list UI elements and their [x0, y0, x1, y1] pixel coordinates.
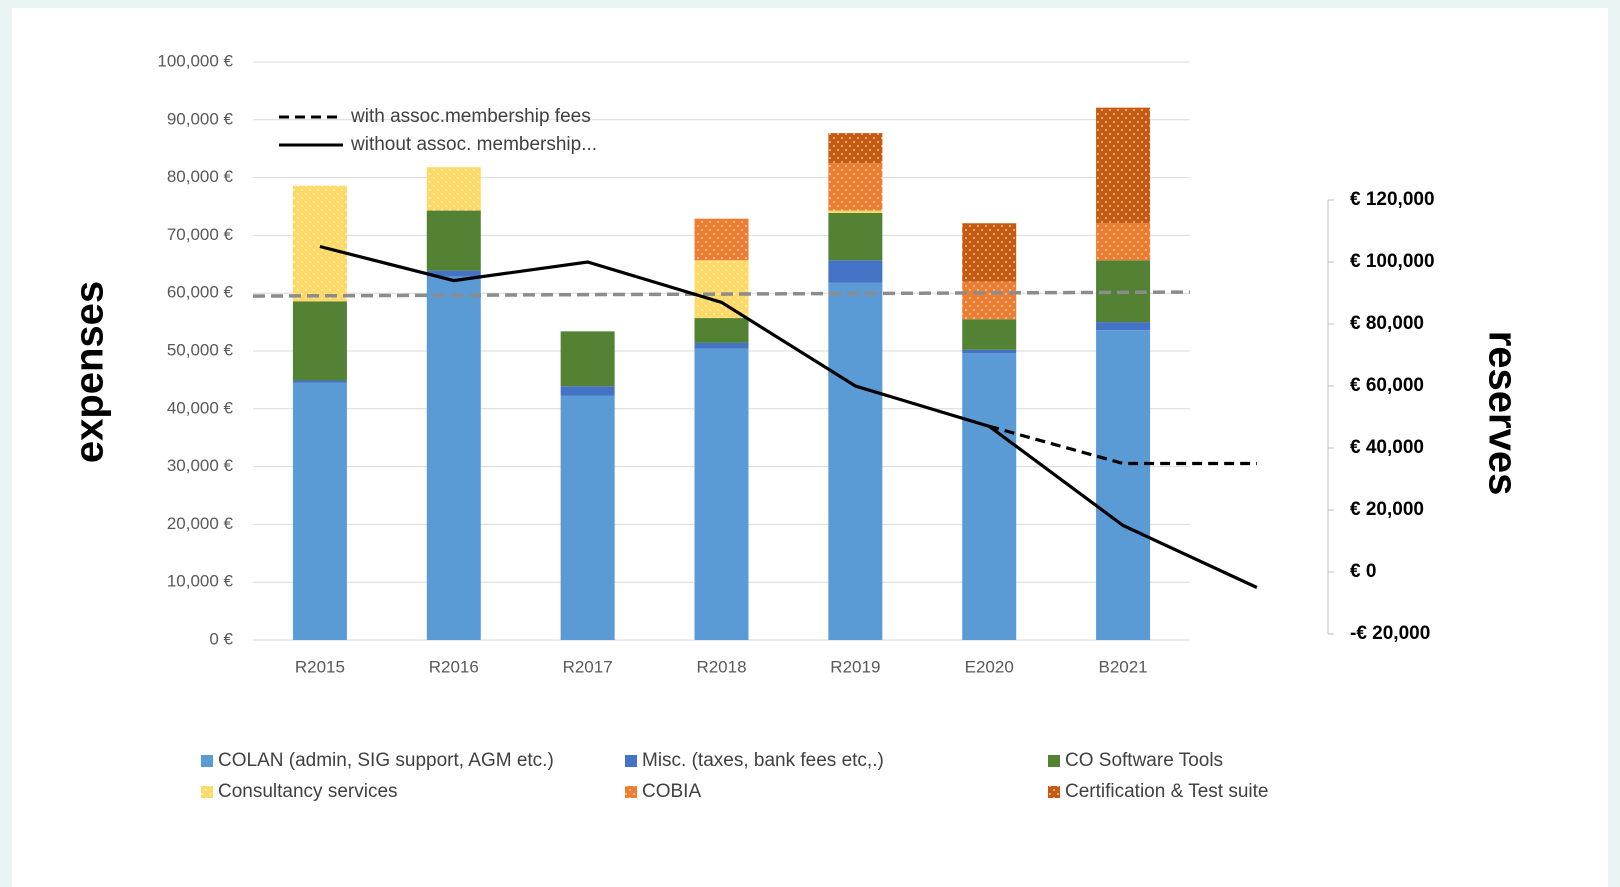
x-tick-label: R2016 — [429, 657, 479, 676]
bar-segment — [962, 223, 1017, 282]
bar-segment — [962, 353, 1017, 640]
legend-label: CO Software Tools — [1065, 750, 1223, 771]
reserve-line — [319, 244, 1258, 589]
bar-segment — [694, 260, 749, 319]
bar-segment — [828, 133, 883, 164]
bar-segment — [560, 386, 615, 396]
bar-segment — [1096, 322, 1151, 331]
bar-segment — [962, 349, 1017, 354]
y2-tick-label: € 20,000 — [1350, 499, 1424, 520]
bar-segment — [1096, 223, 1151, 261]
bar-segment — [1096, 330, 1151, 640]
y-tick-label: 80,000 € — [167, 167, 234, 186]
y2-tick-label: € 120,000 — [1350, 189, 1435, 210]
y-tick-label: 30,000 € — [167, 456, 234, 475]
bar-segment — [962, 281, 1017, 320]
y2-tick-label: € 80,000 — [1350, 313, 1424, 334]
y2-tick-label: € 100,000 — [1350, 251, 1435, 272]
y2-axis-title: reserves — [1480, 331, 1524, 496]
legend-swatch — [1048, 786, 1060, 798]
reserve-line — [988, 424, 1257, 466]
bar-segment — [560, 331, 615, 387]
x-tick-label: R2017 — [563, 657, 613, 676]
bar-segment — [426, 276, 481, 640]
y-tick-label: 50,000 € — [167, 340, 234, 359]
legend-label: COLAN (admin, SIG support, AGM etc.) — [218, 750, 554, 771]
bar-segment — [828, 260, 883, 283]
bar-segment — [560, 395, 615, 640]
bar-segment — [694, 218, 749, 261]
bar-segment — [426, 270, 481, 277]
bar-segment — [828, 282, 883, 640]
legend-label: Certification & Test suite — [1065, 781, 1268, 802]
bar-segment — [828, 210, 883, 213]
x-tick-label: R2015 — [295, 657, 345, 676]
bar-segment — [292, 185, 347, 302]
x-tick-label: R2019 — [830, 657, 880, 676]
y-tick-label: 70,000 € — [167, 225, 234, 244]
x-tick-label: E2020 — [965, 657, 1014, 676]
y-tick-label: 100,000 € — [157, 51, 233, 70]
x-tick-label: B2021 — [1098, 657, 1147, 676]
y-tick-label: 60,000 € — [167, 283, 234, 302]
x-tick-label: R2018 — [696, 657, 746, 676]
card — [12, 8, 1608, 887]
y-tick-label: 20,000 € — [167, 514, 234, 533]
y2-tick-label: € 60,000 — [1350, 375, 1424, 396]
bar-segment — [292, 382, 347, 640]
bar-segment — [694, 342, 749, 349]
legend-swatch — [1048, 755, 1060, 767]
y-tick-label: 10,000 € — [167, 572, 234, 591]
legend-swatch — [625, 786, 637, 798]
bar-segment — [828, 212, 883, 261]
legend-label: COBIA — [642, 781, 701, 802]
y-tick-label: 90,000 € — [167, 109, 234, 128]
bar-segment — [694, 348, 749, 640]
bar-segment — [292, 380, 347, 383]
y2-tick-label: € 0 — [1350, 561, 1376, 582]
legend-label: without assoc. membership... — [350, 134, 597, 155]
bar-segment — [1096, 107, 1151, 224]
bar-segment — [426, 210, 481, 271]
legend-label: with assoc.membership fees — [350, 106, 591, 127]
y-tick-label: 0 € — [209, 629, 233, 648]
y-tick-label: 40,000 € — [167, 398, 234, 417]
y2-tick-label: € 40,000 — [1350, 437, 1424, 458]
y2-tick-label: -€ 20,000 — [1350, 623, 1430, 644]
y-axis-title: expenses — [68, 281, 112, 463]
trend-line — [252, 290, 1191, 298]
bar-segment — [292, 301, 347, 381]
bar-segment — [828, 163, 883, 211]
bar-segment — [426, 167, 481, 211]
legend-swatch — [201, 755, 213, 767]
legend-swatch — [201, 786, 213, 798]
bar-segment — [694, 318, 749, 343]
legend-label: Consultancy services — [218, 781, 398, 802]
legend-swatch — [625, 755, 637, 767]
bar-segment — [962, 319, 1017, 350]
legend-label: Misc. (taxes, bank fees etc,.) — [642, 750, 884, 771]
